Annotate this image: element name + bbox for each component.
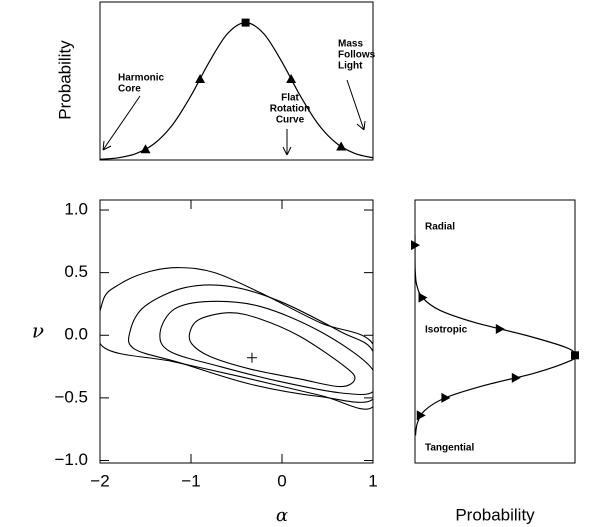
x-tick-label: −1: [181, 471, 200, 490]
annotation: Rotation: [270, 104, 311, 115]
triangle-marker: [286, 73, 297, 83]
triangle-marker: [336, 141, 347, 151]
annotation: Follows: [338, 50, 376, 61]
triangle-marker: [416, 410, 426, 421]
annotation: Curve: [276, 115, 305, 126]
annotation: Mass: [338, 39, 363, 50]
triangle-marker: [140, 144, 151, 154]
triangle-marker: [511, 372, 521, 383]
right-x-label: Probability: [455, 505, 535, 524]
annotation: Flat: [281, 93, 299, 104]
annotation: Radial: [425, 222, 455, 233]
best-fit-marker: [246, 352, 257, 363]
right-frame: [414, 199, 576, 464]
top-y-label: Probability: [55, 40, 74, 120]
contour: [188, 312, 356, 388]
annotation: Isotropic: [425, 325, 468, 336]
main-frame: [99, 199, 374, 464]
peak-marker: [571, 351, 579, 360]
triangle-marker: [495, 323, 505, 334]
annotation: Harmonic: [118, 73, 165, 84]
triangle-marker: [411, 240, 420, 251]
annotation: Light: [338, 61, 363, 72]
y-tick-label: 0.0: [64, 325, 88, 344]
x-tick-label: 1: [368, 471, 377, 490]
x-tick-label: 0: [277, 471, 286, 490]
x-tick-label: −2: [90, 471, 109, 490]
peak-marker: [241, 18, 250, 27]
annotation: Tangential: [425, 443, 474, 454]
y-tick-label: −1.0: [54, 450, 88, 469]
contour: [159, 300, 373, 396]
y-axis-label: ν: [32, 319, 44, 343]
x-axis-label: α: [276, 505, 288, 526]
y-tick-label: −0.5: [54, 387, 88, 406]
annotation: Core: [118, 84, 141, 95]
y-tick-label: 0.5: [64, 262, 88, 281]
arrows: [102, 79, 366, 156]
triangle-marker: [441, 392, 451, 403]
probability-curve: [100, 22, 373, 160]
y-tick-label: 1.0: [64, 200, 88, 219]
contour: [100, 267, 373, 410]
triangle-marker: [418, 292, 428, 303]
top-frame: [99, 1, 374, 161]
triangle-marker: [195, 73, 206, 83]
